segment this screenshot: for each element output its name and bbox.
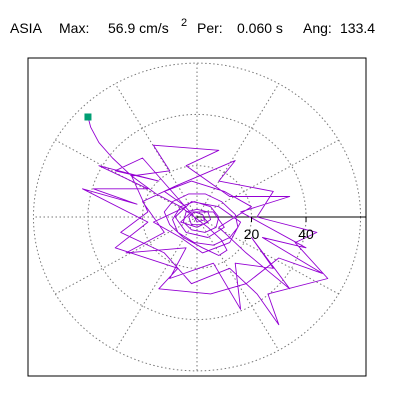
max-unit-exponent: 2 bbox=[181, 17, 187, 29]
station-name: ASIA bbox=[10, 20, 43, 36]
orbit-line-0 bbox=[82, 116, 329, 326]
max-label: Max: bbox=[59, 20, 89, 36]
start-marker-layer bbox=[84, 113, 92, 121]
ang-label: Ang: bbox=[303, 20, 332, 36]
radial-tick-labels: 20 40 bbox=[244, 217, 314, 242]
tick-label-40: 40 bbox=[298, 226, 314, 242]
orbit-series bbox=[82, 116, 329, 326]
per-label: Per: bbox=[197, 20, 223, 36]
start-marker bbox=[84, 113, 92, 121]
ang-value: 133.4 bbox=[340, 20, 375, 36]
grid-spoke-210 bbox=[55, 216, 198, 295]
tick-label-20: 20 bbox=[244, 226, 260, 242]
max-value: 56.9 cm/s bbox=[108, 20, 169, 36]
per-value: 0.060 s bbox=[237, 20, 283, 36]
grid-spoke-30 bbox=[196, 139, 339, 218]
grid-spoke-330 bbox=[196, 216, 339, 295]
